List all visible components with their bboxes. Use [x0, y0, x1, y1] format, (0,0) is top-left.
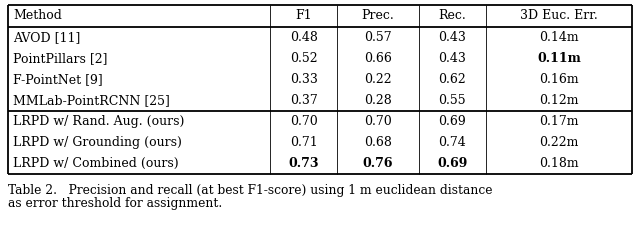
Text: LRPD w/ Grounding (ours): LRPD w/ Grounding (ours) — [13, 136, 182, 149]
Text: LRPD w/ Rand. Aug. (ours): LRPD w/ Rand. Aug. (ours) — [13, 115, 184, 128]
Text: 0.18m: 0.18m — [539, 157, 579, 170]
Text: F1: F1 — [296, 9, 312, 22]
Text: F-PointNet [9]: F-PointNet [9] — [13, 73, 103, 86]
Text: 0.62: 0.62 — [438, 73, 466, 86]
Text: 0.11m: 0.11m — [537, 52, 581, 65]
Text: 0.69: 0.69 — [438, 115, 466, 128]
Text: 0.16m: 0.16m — [539, 73, 579, 86]
Text: 0.37: 0.37 — [290, 94, 317, 107]
Text: 0.12m: 0.12m — [540, 94, 579, 107]
Text: 0.70: 0.70 — [364, 115, 392, 128]
Text: 0.68: 0.68 — [364, 136, 392, 149]
Text: 0.33: 0.33 — [290, 73, 317, 86]
Text: AVOD [11]: AVOD [11] — [13, 31, 81, 44]
Text: 0.43: 0.43 — [438, 52, 466, 65]
Text: 0.70: 0.70 — [290, 115, 317, 128]
Text: Prec.: Prec. — [362, 9, 394, 22]
Text: Method: Method — [13, 9, 62, 22]
Text: Rec.: Rec. — [438, 9, 466, 22]
Text: as error threshold for assignment.: as error threshold for assignment. — [8, 197, 222, 210]
Text: MMLab-PointRCNN [25]: MMLab-PointRCNN [25] — [13, 94, 170, 107]
Text: LRPD w/ Combined (ours): LRPD w/ Combined (ours) — [13, 157, 179, 170]
Text: 0.28: 0.28 — [364, 94, 392, 107]
Text: 0.55: 0.55 — [438, 94, 466, 107]
Text: 0.57: 0.57 — [364, 31, 392, 44]
Text: 0.66: 0.66 — [364, 52, 392, 65]
Text: 0.22m: 0.22m — [540, 136, 579, 149]
Text: 0.76: 0.76 — [363, 157, 394, 170]
Text: 0.22: 0.22 — [364, 73, 392, 86]
Text: 0.71: 0.71 — [290, 136, 317, 149]
Text: 0.74: 0.74 — [438, 136, 466, 149]
Text: 0.69: 0.69 — [437, 157, 467, 170]
Text: Table 2.   Precision and recall (at best F1-score) using 1 m euclidean distance: Table 2. Precision and recall (at best F… — [8, 184, 493, 197]
Text: 0.14m: 0.14m — [539, 31, 579, 44]
Text: 0.48: 0.48 — [290, 31, 317, 44]
Text: 3D Euc. Err.: 3D Euc. Err. — [520, 9, 598, 22]
Text: 0.17m: 0.17m — [540, 115, 579, 128]
Text: 0.43: 0.43 — [438, 31, 466, 44]
Text: PointPillars [2]: PointPillars [2] — [13, 52, 108, 65]
Text: 0.52: 0.52 — [290, 52, 317, 65]
Text: 0.73: 0.73 — [289, 157, 319, 170]
